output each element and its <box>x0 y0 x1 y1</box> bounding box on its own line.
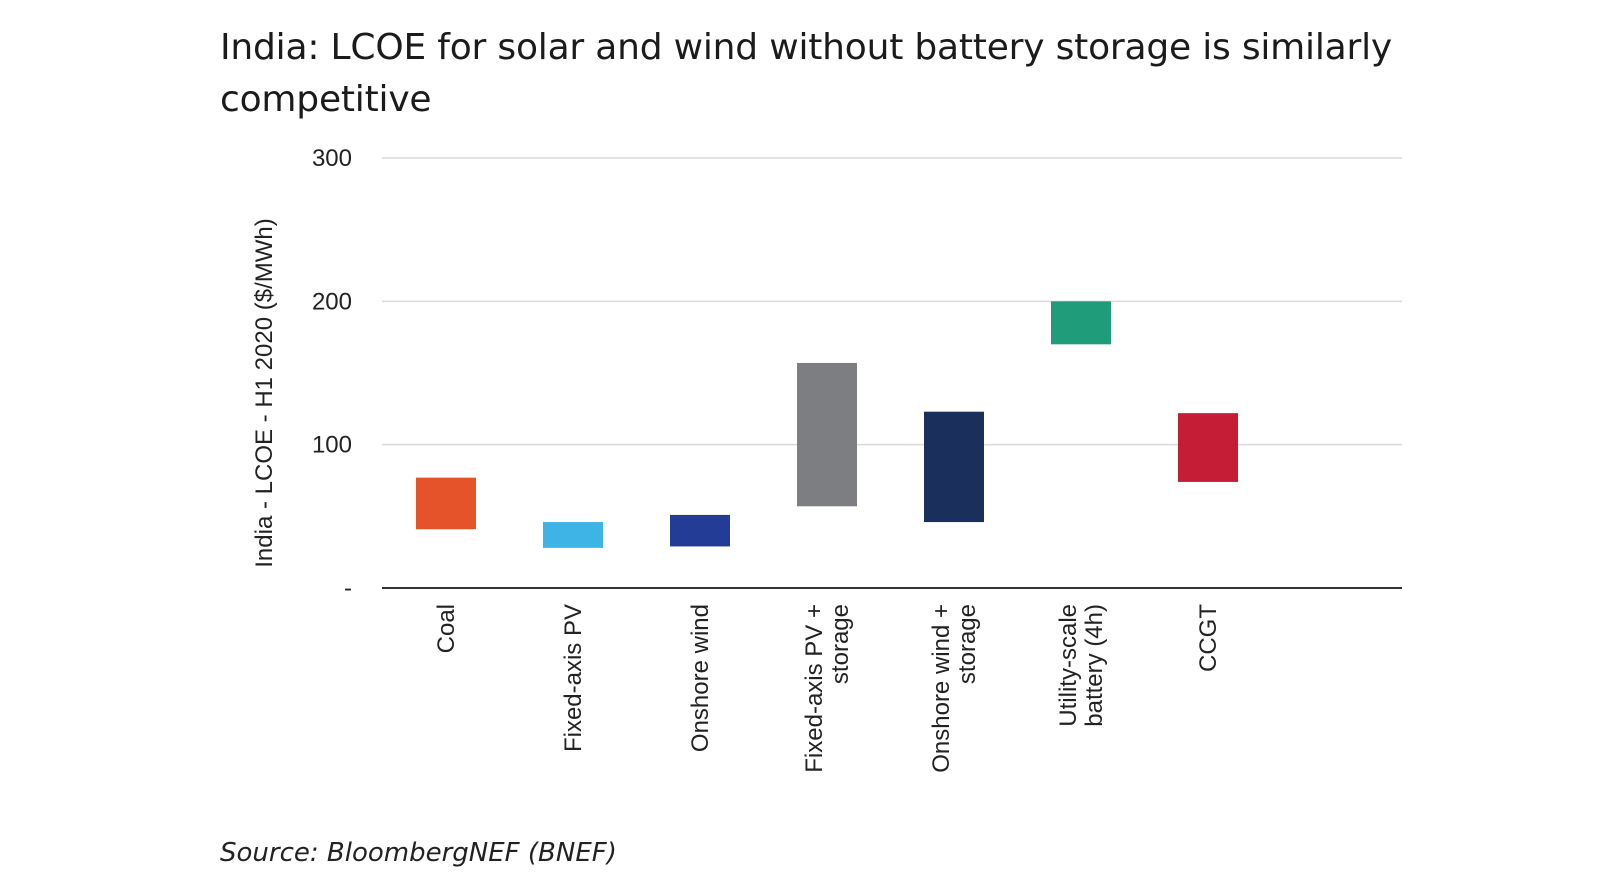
x-tick-label-line: Onshore wind + <box>928 604 955 773</box>
x-tick-label-line: storage <box>954 604 981 684</box>
gridlines <box>382 157 1402 446</box>
chart-title: India: LCOE for solar and wind without b… <box>220 27 1393 120</box>
bar-range <box>924 411 984 523</box>
x-tick-label-line: battery (4h) <box>1081 604 1108 727</box>
x-tick-label: Onshore wind + storage <box>928 604 981 773</box>
y-tick-label: 200 <box>312 288 352 315</box>
x-tick-label-line: Utility-scale <box>1055 604 1082 727</box>
x-tick-label-line: Coal <box>433 604 460 653</box>
y-tick-label: - <box>344 575 352 602</box>
x-tick-label: CCGT <box>1195 604 1222 672</box>
x-tick-label-line: Fixed-axis PV <box>560 604 587 752</box>
x-tick-label: Onshore wind <box>687 604 714 752</box>
bars <box>416 301 1238 548</box>
x-tick-label: Fixed-axis PV <box>560 604 587 752</box>
bar-range <box>1051 301 1111 345</box>
bar-range <box>416 477 476 530</box>
x-tick-label: Fixed-axis PV + storage <box>801 604 854 773</box>
x-tick-label-line: storage <box>827 604 854 684</box>
x-tick-label-line: Onshore wind <box>687 604 714 752</box>
y-tick-label: 100 <box>312 432 352 459</box>
bar-range <box>1178 413 1238 482</box>
x-tick-label-line: CCGT <box>1195 604 1222 672</box>
x-tick-label: Utility-scale battery (4h) <box>1055 604 1108 727</box>
y-axis-label: India - LCOE - H1 2020 ($/MWh) <box>251 218 278 567</box>
x-tick-label-line: Fixed-axis PV + <box>801 604 828 773</box>
bar-range <box>543 522 603 548</box>
source-note: Source: BloombergNEF (BNEF) <box>220 838 617 868</box>
bar-range <box>797 362 857 507</box>
bar-range <box>670 514 730 547</box>
y-tick-label: 300 <box>312 145 352 172</box>
y-tick-labels: - 100 200 300 <box>312 145 352 602</box>
x-tick-labels: Coal Fixed-axis PV Onshore wind Fixed-axis … <box>433 604 1222 773</box>
x-tick-label: Coal <box>433 604 460 653</box>
